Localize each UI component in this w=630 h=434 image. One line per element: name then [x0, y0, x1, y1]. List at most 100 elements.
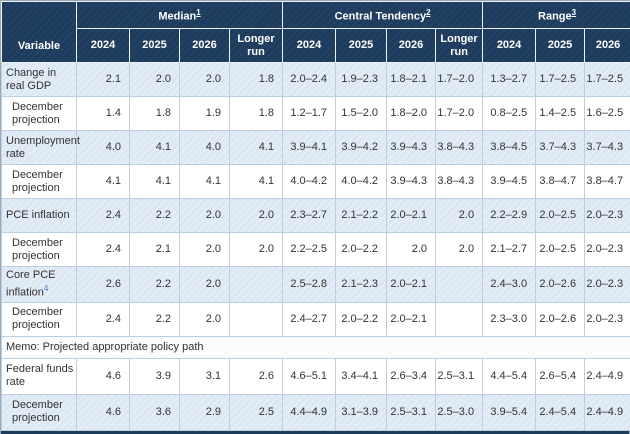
value-cell: 1.8 — [228, 96, 284, 131]
value-cell: 3.8–4.7 — [584, 164, 630, 199]
value-cell: 3.9–4.3 — [386, 164, 437, 199]
value-cell: 3.4–4.1 — [335, 357, 388, 395]
value-cell: 4.1 — [129, 164, 180, 199]
table-row: Unemployment rate 4.0 4.1 4.0 4.1 3.9–4.1 3.9–… — [1, 130, 630, 165]
value-cell: 4.0 — [76, 130, 130, 165]
value-cell: 2.0–2.1 — [386, 301, 437, 337]
value-cell: 4.1 — [129, 130, 180, 165]
value-cell: 1.7–2.0 — [435, 96, 484, 131]
value-cell: 3.9–4.1 — [282, 130, 337, 165]
value-cell: 2.1–2.7 — [482, 232, 537, 267]
value-cell: 4.6 — [76, 393, 130, 431]
table-row: December projection 1.4 1.8 1.9 1.8 1.2–1.7 1.… — [1, 96, 630, 131]
value-cell: 3.9–5.4 — [482, 393, 537, 431]
value-cell: 2.0 — [228, 232, 284, 267]
value-cell: 1.9–2.3 — [335, 62, 388, 97]
median-label: Median — [158, 10, 197, 23]
row-label: PCE inflation — [1, 198, 77, 233]
range-2026-header: 2026 — [584, 28, 630, 63]
value-cell: 1.7–2.0 — [435, 62, 484, 97]
value-cell: 1.8–2.0 — [386, 96, 437, 131]
table-row: December projection 4.6 3.6 2.9 2.5 4.4–4.9 3.… — [1, 393, 630, 431]
value-cell: 2.4–4.9 — [584, 357, 630, 395]
value-cell: 3.9–4.3 — [386, 130, 437, 165]
value-cell: 2.0–2.6 — [535, 301, 586, 337]
value-cell: 2.0–2.3 — [584, 301, 630, 337]
row-label: December projection — [1, 96, 77, 131]
value-cell: 4.1 — [179, 164, 230, 199]
value-cell: 4.1 — [76, 164, 130, 199]
value-cell: 1.4 — [76, 96, 130, 131]
value-cell — [435, 266, 484, 303]
value-cell: 2.0 — [435, 232, 484, 267]
value-cell: 2.4–4.9 — [584, 393, 630, 431]
value-cell: 2.1–2.3 — [335, 266, 388, 303]
value-cell: 2.0–2.5 — [535, 198, 586, 233]
range-label: Range — [538, 10, 572, 23]
value-cell: 4.0–4.2 — [282, 164, 337, 199]
value-cell: 2.5–3.1 — [435, 357, 484, 395]
value-cell: 4.4–5.4 — [482, 357, 537, 395]
value-cell: 2.0–2.3 — [584, 266, 630, 303]
value-cell: 3.7–4.3 — [584, 130, 630, 165]
value-cell — [228, 301, 284, 337]
table-row: December projection 4.1 4.1 4.1 4.1 4.0–4.2 4.… — [1, 164, 630, 199]
value-cell: 2.5–2.8 — [282, 266, 337, 303]
table-row: Federal funds rate 4.6 3.9 3.1 2.6 4.6–5.1 3.4… — [1, 357, 630, 395]
value-cell: 3.6 — [129, 393, 180, 431]
range-2025-header: 2025 — [535, 28, 586, 63]
value-cell: 0.8–2.5 — [482, 96, 537, 131]
value-cell: 2.3–2.7 — [282, 198, 337, 233]
value-cell: 4.0 — [179, 130, 230, 165]
value-cell: 2.4–5.4 — [535, 393, 586, 431]
value-cell: 2.0–2.2 — [335, 301, 388, 337]
value-cell: 1.8 — [228, 62, 284, 97]
table-row: Core PCE inflation4 2.6 2.2 2.0 2.5–2.8 2.1–2… — [1, 266, 630, 303]
value-cell: 2.0 — [179, 232, 230, 267]
row-label: December projection — [1, 232, 77, 267]
value-cell: 2.0–2.6 — [535, 266, 586, 303]
memo-label: Memo: Projected appropriate policy path — [0, 335, 630, 359]
value-cell: 2.2 — [129, 301, 180, 337]
value-cell: 1.3–2.7 — [482, 62, 537, 97]
value-cell: 2.4 — [76, 301, 130, 337]
value-cell: 3.8–4.3 — [435, 130, 484, 165]
header-group-row: Variable Median1 Central Tendency2 Range… — [1, 1, 630, 63]
table-row: December projection 2.4 2.2 2.0 2.4–2.7 2.0–2… — [1, 301, 630, 337]
value-cell: 3.8–4.7 — [535, 164, 586, 199]
median-2024-header: 2024 — [76, 28, 130, 63]
table-row: December projection 2.4 2.1 2.0 2.0 2.2–2.5 2.… — [1, 232, 630, 267]
table-row: Change in real GDP 2.1 2.0 2.0 1.8 2.0–2.4 1.9… — [1, 62, 630, 97]
value-cell: 3.1 — [179, 357, 230, 395]
footnote-1-link[interactable]: 1 — [196, 8, 201, 18]
value-cell: 1.9 — [179, 96, 230, 131]
footnote-2-link[interactable]: 2 — [426, 8, 431, 18]
value-cell: 1.8 — [129, 96, 180, 131]
value-cell: 2.5–3.1 — [386, 393, 437, 431]
value-cell: 3.1–3.9 — [335, 393, 388, 431]
median-2025-header: 2025 — [129, 28, 180, 63]
value-cell: 2.4–2.7 — [282, 301, 337, 337]
footnote-3-link[interactable]: 3 — [571, 8, 577, 18]
value-cell: 2.0 — [179, 62, 230, 97]
row-label: Change in real GDP — [1, 62, 77, 97]
footnote-4-link[interactable]: 4 — [43, 284, 49, 293]
value-cell: 2.0 — [228, 198, 284, 233]
value-cell: 2.0–2.3 — [584, 232, 630, 267]
value-cell: 2.0 — [179, 266, 230, 303]
value-cell: 2.6 — [76, 266, 130, 303]
value-cell: 2.2–2.9 — [482, 198, 537, 233]
value-cell: 2.0 — [179, 301, 230, 337]
central-tendency-label: Central Tendency — [334, 10, 427, 23]
value-cell: 2.0 — [386, 232, 437, 267]
header-year-row: 2024 2025 2026 Longer run 2024 2025 2026… — [2, 28, 630, 63]
ct-2026-header: 2026 — [386, 28, 437, 63]
value-cell — [228, 266, 284, 303]
ct-2025-header: 2025 — [335, 28, 388, 63]
value-cell: 3.9 — [129, 357, 180, 395]
value-cell: 2.4–3.0 — [482, 266, 537, 303]
value-cell: 2.6 — [228, 357, 284, 395]
row-label: Federal funds rate — [1, 357, 77, 395]
range-group-header: Range3 — [482, 1, 630, 29]
